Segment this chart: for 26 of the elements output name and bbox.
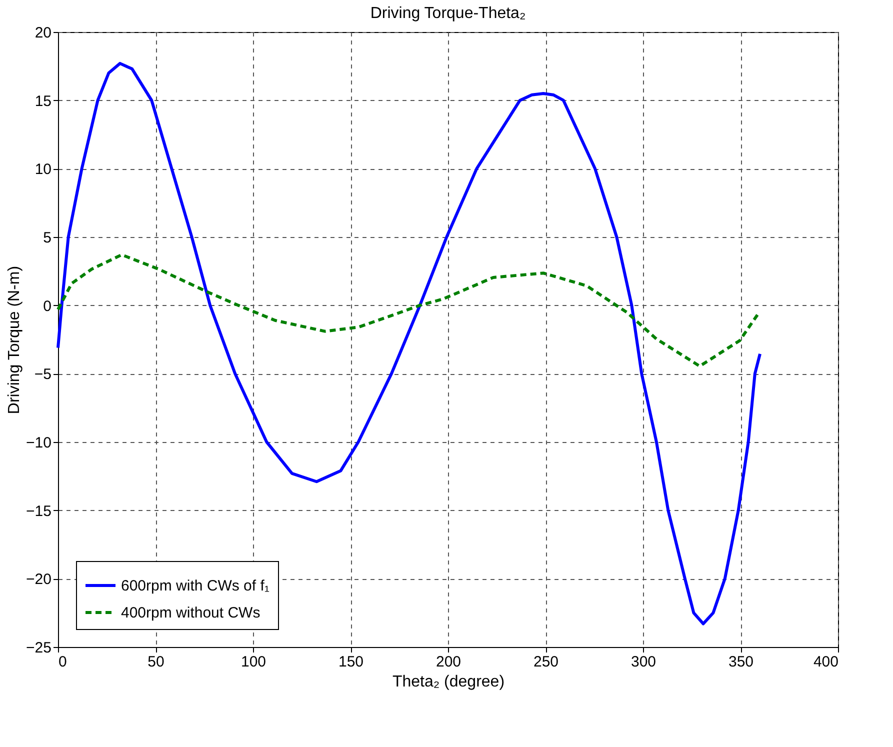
chart-title: Driving Torque-Theta₂	[370, 5, 526, 22]
y-tick-label: 0	[43, 298, 52, 315]
y-tick-label: −20	[26, 571, 52, 588]
x-tick-label: 250	[533, 654, 559, 670]
y-tick-label: −5	[34, 366, 52, 384]
x-tick-label: 200	[436, 654, 462, 670]
x-tick-label: 300	[630, 654, 656, 670]
line-series	[56, 253, 760, 368]
y-tick-label: 20	[34, 24, 52, 42]
x-tick-label: 150	[338, 654, 364, 670]
legend-label: 400rpm without CWs	[121, 604, 260, 622]
x-tick-label: 100	[240, 654, 266, 670]
y-tick-label: 15	[34, 92, 52, 110]
y-tick-label: −15	[26, 502, 52, 520]
x-tick-label: 0	[58, 654, 67, 670]
x-tick-label: 350	[728, 654, 754, 670]
y-tick-label: −25	[26, 640, 52, 656]
y-tick-label: 10	[34, 161, 52, 178]
line-series	[56, 62, 762, 626]
y-tick-label: 5	[43, 230, 52, 246]
legend-label: 600rpm with CWs of f₁	[121, 578, 270, 594]
x-tick-label: 50	[148, 654, 164, 670]
y-tick-label: −10	[26, 434, 52, 452]
x-tick-label: 400	[813, 654, 838, 670]
x-axis-title: Theta₂ (degree)	[392, 674, 505, 690]
y-axis-title: Driving Torque (N-m)	[6, 266, 24, 414]
